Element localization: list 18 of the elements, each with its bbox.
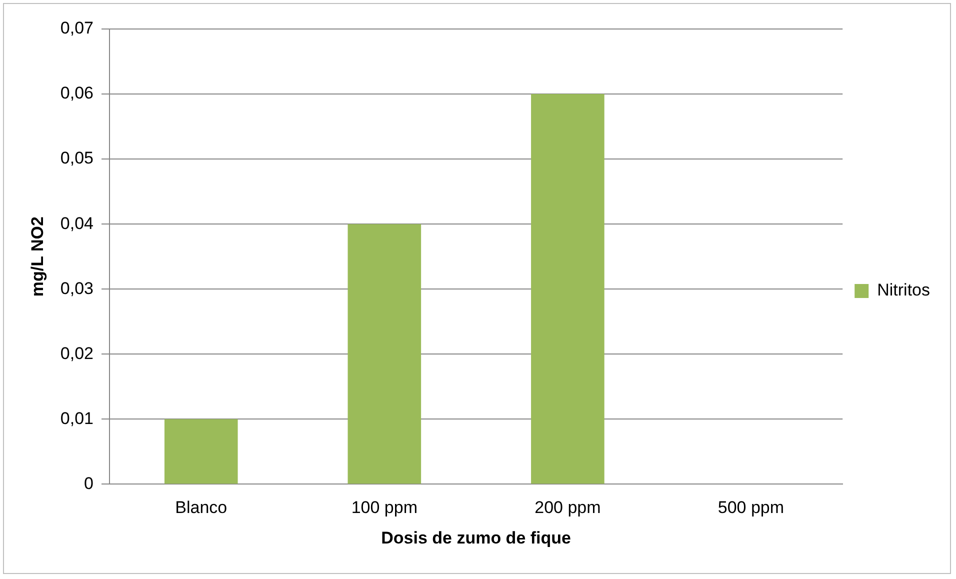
y-tick-label: 0,04: [60, 214, 94, 233]
legend-label: Nitritos: [877, 280, 930, 300]
y-tick-label: 0,02: [60, 344, 94, 363]
y-axis-title: mg/L NO2: [28, 216, 47, 297]
x-tick-label: Blanco: [175, 498, 228, 518]
y-tick-label: 0,06: [60, 84, 94, 103]
bar: [348, 224, 422, 484]
y-tick-label: 0,03: [60, 278, 94, 298]
x-axis-title: Dosis de zumo de fique: [381, 528, 571, 548]
y-tick-label: 0,05: [60, 148, 94, 168]
bar: [531, 94, 604, 484]
y-tick-label: 0,07: [60, 18, 94, 38]
bar: [164, 419, 238, 484]
y-tick-label: 0,01: [60, 408, 94, 428]
x-tick-label: 500 ppm: [718, 498, 784, 518]
y-tick-label: 0: [84, 474, 94, 493]
x-tick-label: 200 ppm: [534, 498, 601, 518]
x-tick-label: 100 ppm: [351, 498, 418, 518]
